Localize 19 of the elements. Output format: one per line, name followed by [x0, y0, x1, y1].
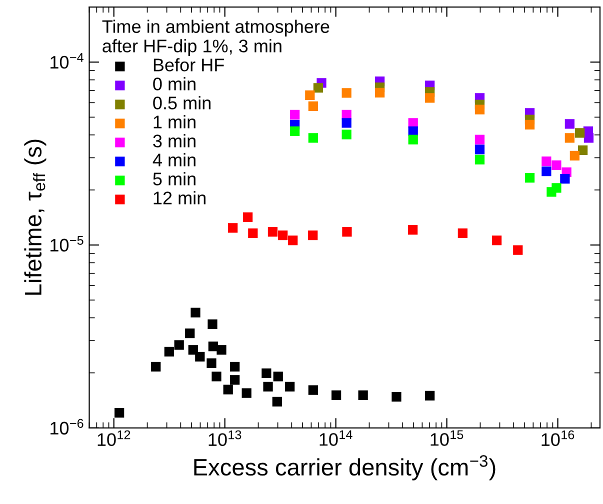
legend-label: 4 min	[152, 153, 196, 166]
legend-label: Befor HF	[154, 58, 224, 72]
x-tick-label: 10$^{12}$	[98, 430, 130, 446]
legend-label: 0 min	[153, 77, 196, 90]
y-tick-label: 10$^{−5}$	[50, 236, 84, 252]
y-axis-title: Lifetime, τ$_{eff}$ (s)	[24, 140, 46, 295]
legend-label: 12 min	[154, 191, 206, 204]
legend-label: 5 min	[153, 172, 196, 186]
legend-label: 1 min	[154, 115, 196, 128]
legend-label: 3 min	[153, 134, 196, 148]
x-axis-title: Excess carrier density (cm$^{−3}$)	[194, 455, 496, 480]
x-tick-label: 10$^{16}$	[542, 430, 574, 446]
x-tick-label: 10$^{15}$	[430, 430, 464, 446]
y-tick-label: 10$^{−6}$	[50, 418, 84, 435]
x-tick-label: 10$^{14}$	[320, 430, 352, 446]
legend-title: Time in ambient atmosphere after HF-dip 1%, 3 min	[102, 20, 330, 56]
legend-label: 0.5 min	[153, 96, 210, 110]
y-tick-label: 10$^{−4}$	[50, 53, 84, 69]
x-tick-label: 10$^{13}$	[208, 430, 242, 446]
